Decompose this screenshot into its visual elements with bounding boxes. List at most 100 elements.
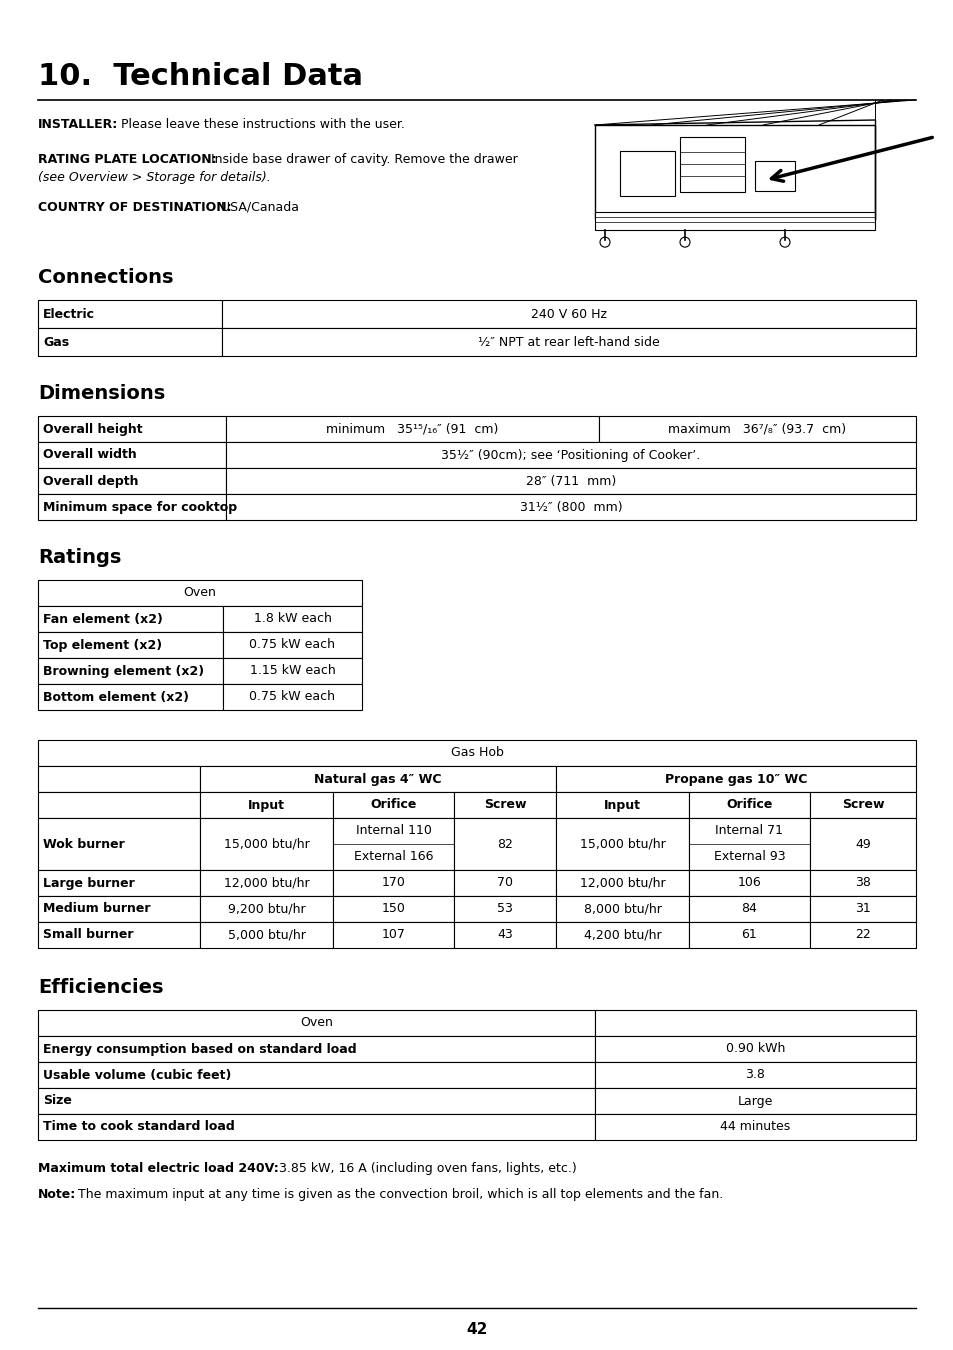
- Text: Screw: Screw: [483, 798, 526, 811]
- Bar: [223, 606, 361, 632]
- Text: Usable volume (cubic feet): Usable volume (cubic feet): [43, 1068, 232, 1081]
- Bar: [595, 1010, 915, 1035]
- Text: Large: Large: [737, 1095, 772, 1107]
- Text: Fan element (x2): Fan element (x2): [43, 613, 163, 625]
- Text: Overall width: Overall width: [43, 448, 136, 462]
- Bar: [688, 792, 809, 818]
- Bar: [38, 869, 200, 896]
- Bar: [333, 818, 454, 869]
- Text: Dimensions: Dimensions: [38, 383, 165, 404]
- Text: Electric: Electric: [43, 308, 95, 320]
- Text: External 93: External 93: [713, 850, 784, 864]
- Text: Top element (x2): Top element (x2): [43, 639, 162, 652]
- Bar: [38, 1035, 595, 1062]
- Text: Large burner: Large burner: [43, 876, 134, 890]
- Text: Gas Hob: Gas Hob: [450, 747, 503, 760]
- Text: 0.75 kW each: 0.75 kW each: [250, 639, 335, 652]
- Text: 31½″ (800  mm): 31½″ (800 mm): [519, 501, 621, 513]
- Text: Oven: Oven: [300, 1017, 333, 1030]
- Text: 12,000 btu/hr: 12,000 btu/hr: [579, 876, 664, 890]
- Text: Connections: Connections: [38, 269, 173, 288]
- Text: 10.  Technical Data: 10. Technical Data: [38, 62, 363, 90]
- Text: 107: 107: [381, 929, 405, 941]
- Text: Propane gas 10″ WC: Propane gas 10″ WC: [664, 772, 806, 786]
- Bar: [333, 869, 454, 896]
- Text: 5,000 btu/hr: 5,000 btu/hr: [228, 929, 305, 941]
- Text: 82: 82: [497, 837, 513, 850]
- Text: 70: 70: [497, 876, 513, 890]
- Bar: [333, 792, 454, 818]
- Bar: [226, 416, 598, 441]
- Text: 44 minutes: 44 minutes: [720, 1120, 790, 1134]
- Bar: [809, 818, 915, 869]
- Bar: [222, 300, 915, 328]
- Text: 3.85 kW, 16 A (including oven fans, lights, etc.): 3.85 kW, 16 A (including oven fans, ligh…: [274, 1162, 577, 1174]
- Bar: [38, 765, 200, 792]
- Bar: [200, 765, 556, 792]
- Bar: [223, 684, 361, 710]
- Text: External 166: External 166: [354, 850, 433, 864]
- Bar: [454, 922, 556, 948]
- Text: INSTALLER:: INSTALLER:: [38, 117, 118, 131]
- Text: Wok burner: Wok burner: [43, 837, 125, 850]
- Text: COUNTRY OF DESTINATION:: COUNTRY OF DESTINATION:: [38, 201, 232, 215]
- Bar: [688, 818, 809, 869]
- Bar: [200, 922, 333, 948]
- Text: 31: 31: [854, 903, 870, 915]
- Text: Inside base drawer of cavity. Remove the drawer: Inside base drawer of cavity. Remove the…: [203, 153, 517, 166]
- Text: Input: Input: [603, 798, 640, 811]
- Text: 49: 49: [854, 837, 870, 850]
- Text: Overall depth: Overall depth: [43, 474, 138, 487]
- Bar: [619, 151, 675, 196]
- Text: Screw: Screw: [841, 798, 883, 811]
- Text: 12,000 btu/hr: 12,000 btu/hr: [223, 876, 309, 890]
- Text: Orifice: Orifice: [370, 798, 416, 811]
- Text: 9,200 btu/hr: 9,200 btu/hr: [228, 903, 305, 915]
- Text: Medium burner: Medium burner: [43, 903, 151, 915]
- Bar: [38, 896, 200, 922]
- Text: Small burner: Small burner: [43, 929, 133, 941]
- Text: Energy consumption based on standard load: Energy consumption based on standard loa…: [43, 1042, 356, 1056]
- Bar: [598, 416, 915, 441]
- Bar: [38, 494, 226, 520]
- Text: 15,000 btu/hr: 15,000 btu/hr: [579, 837, 664, 850]
- Bar: [595, 1062, 915, 1088]
- Bar: [38, 922, 200, 948]
- Text: Note:: Note:: [38, 1188, 76, 1202]
- Bar: [200, 818, 333, 869]
- Text: Maximum total electric load 240V:: Maximum total electric load 240V:: [38, 1162, 278, 1174]
- Bar: [38, 684, 223, 710]
- Bar: [200, 896, 333, 922]
- Text: 43: 43: [497, 929, 513, 941]
- Text: Minimum space for cooktop: Minimum space for cooktop: [43, 501, 237, 513]
- Text: 150: 150: [381, 903, 405, 915]
- Bar: [809, 922, 915, 948]
- Bar: [556, 896, 688, 922]
- Bar: [38, 416, 226, 441]
- Bar: [226, 494, 915, 520]
- Bar: [809, 792, 915, 818]
- Bar: [222, 328, 915, 356]
- Text: Efficiencies: Efficiencies: [38, 977, 163, 998]
- Bar: [679, 136, 744, 192]
- Bar: [595, 126, 874, 219]
- Bar: [556, 818, 688, 869]
- Bar: [595, 1088, 915, 1114]
- Bar: [200, 869, 333, 896]
- Text: maximum   36⁷/₈″ (93.7  cm): maximum 36⁷/₈″ (93.7 cm): [668, 423, 845, 436]
- Text: Orifice: Orifice: [725, 798, 772, 811]
- Bar: [38, 1062, 595, 1088]
- Bar: [809, 896, 915, 922]
- Text: Gas: Gas: [43, 336, 69, 348]
- Bar: [556, 869, 688, 896]
- Bar: [454, 896, 556, 922]
- Text: 4,200 btu/hr: 4,200 btu/hr: [583, 929, 660, 941]
- Text: 84: 84: [740, 903, 757, 915]
- Text: 15,000 btu/hr: 15,000 btu/hr: [223, 837, 309, 850]
- Text: RATING PLATE LOCATION:: RATING PLATE LOCATION:: [38, 153, 216, 166]
- Text: Bottom element (x2): Bottom element (x2): [43, 690, 189, 703]
- Text: 35½″ (90cm); see ‘Positioning of Cooker’.: 35½″ (90cm); see ‘Positioning of Cooker’…: [441, 448, 700, 462]
- Bar: [38, 328, 222, 356]
- Bar: [38, 1088, 595, 1114]
- Bar: [38, 1114, 595, 1139]
